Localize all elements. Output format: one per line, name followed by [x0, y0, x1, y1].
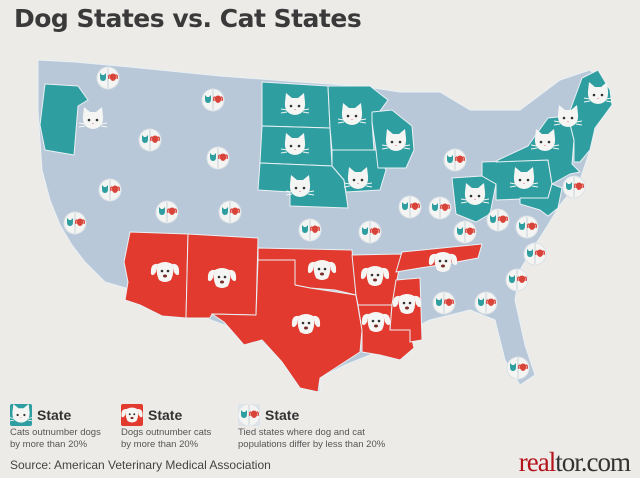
tied-icon-nv: [98, 178, 122, 202]
tied-icon-il: [398, 195, 422, 219]
tied-icon-id: [138, 128, 162, 152]
dog-icon: [121, 404, 143, 426]
tied-icon-ky: [453, 220, 477, 244]
tied-icon-ks: [298, 218, 322, 242]
legend-dog-label: State: [148, 407, 183, 423]
source-text: Source: American Veterinary Medical Asso…: [10, 458, 271, 472]
state-arizona: [123, 231, 189, 319]
tied-icon-wv: [486, 208, 510, 232]
logo-part-real: real: [518, 447, 556, 477]
tied-icon: [237, 403, 261, 427]
tied-icon-mi: [443, 148, 467, 172]
page-title: Dog States vs. Cat States: [14, 4, 362, 33]
tied-icon-wy: [206, 146, 230, 170]
legend-tied: State Tied states where dog and cat popu…: [237, 403, 386, 451]
tied-icon-fl: [506, 356, 530, 380]
legend-cat: State Cats outnumber dogs by more than 2…: [8, 403, 101, 451]
state-oregon: [39, 83, 89, 156]
realtor-logo: realtor.com: [518, 447, 631, 478]
state-new-york: [495, 115, 581, 185]
tied-icon-sc: [505, 268, 529, 292]
legend-cat-desc-1: Cats outnumber dogs: [10, 427, 101, 438]
legend-cat-desc-2: by more than 20%: [10, 439, 88, 450]
tied-icon-nc: [523, 242, 547, 266]
tied-icon-al: [432, 291, 456, 315]
legend-tied-desc-2: populations differ by less than 20%: [238, 439, 386, 450]
tied-icon-co: [218, 200, 242, 224]
logo-part-tor: tor.com: [555, 447, 631, 477]
tied-icon-in: [428, 196, 452, 220]
tied-icon-ga: [474, 291, 498, 315]
legend-tied-label: State: [265, 407, 300, 423]
tied-icon-ut: [155, 200, 179, 224]
state-nj-md-de: [519, 183, 563, 217]
state-texas: [211, 259, 363, 393]
legend-dog: State Dogs outnumber cats by more than 2…: [121, 404, 211, 451]
legend-tied-desc-1: Tied states where dog and cat: [238, 427, 365, 438]
tied-icon-ca: [63, 211, 87, 235]
tied-icon-mo: [358, 220, 382, 244]
tied-icon-va: [515, 215, 539, 239]
tied-icon-wa: [96, 66, 120, 90]
tied-icon-md: [562, 175, 586, 199]
tied-icon-mt: [201, 88, 225, 112]
legend-dog-desc-1: Dogs outnumber cats: [121, 427, 212, 438]
cat-icon: [8, 403, 34, 426]
legend-cat-label: State: [37, 407, 72, 423]
legend-dog-desc-2: by more than 20%: [121, 439, 199, 450]
